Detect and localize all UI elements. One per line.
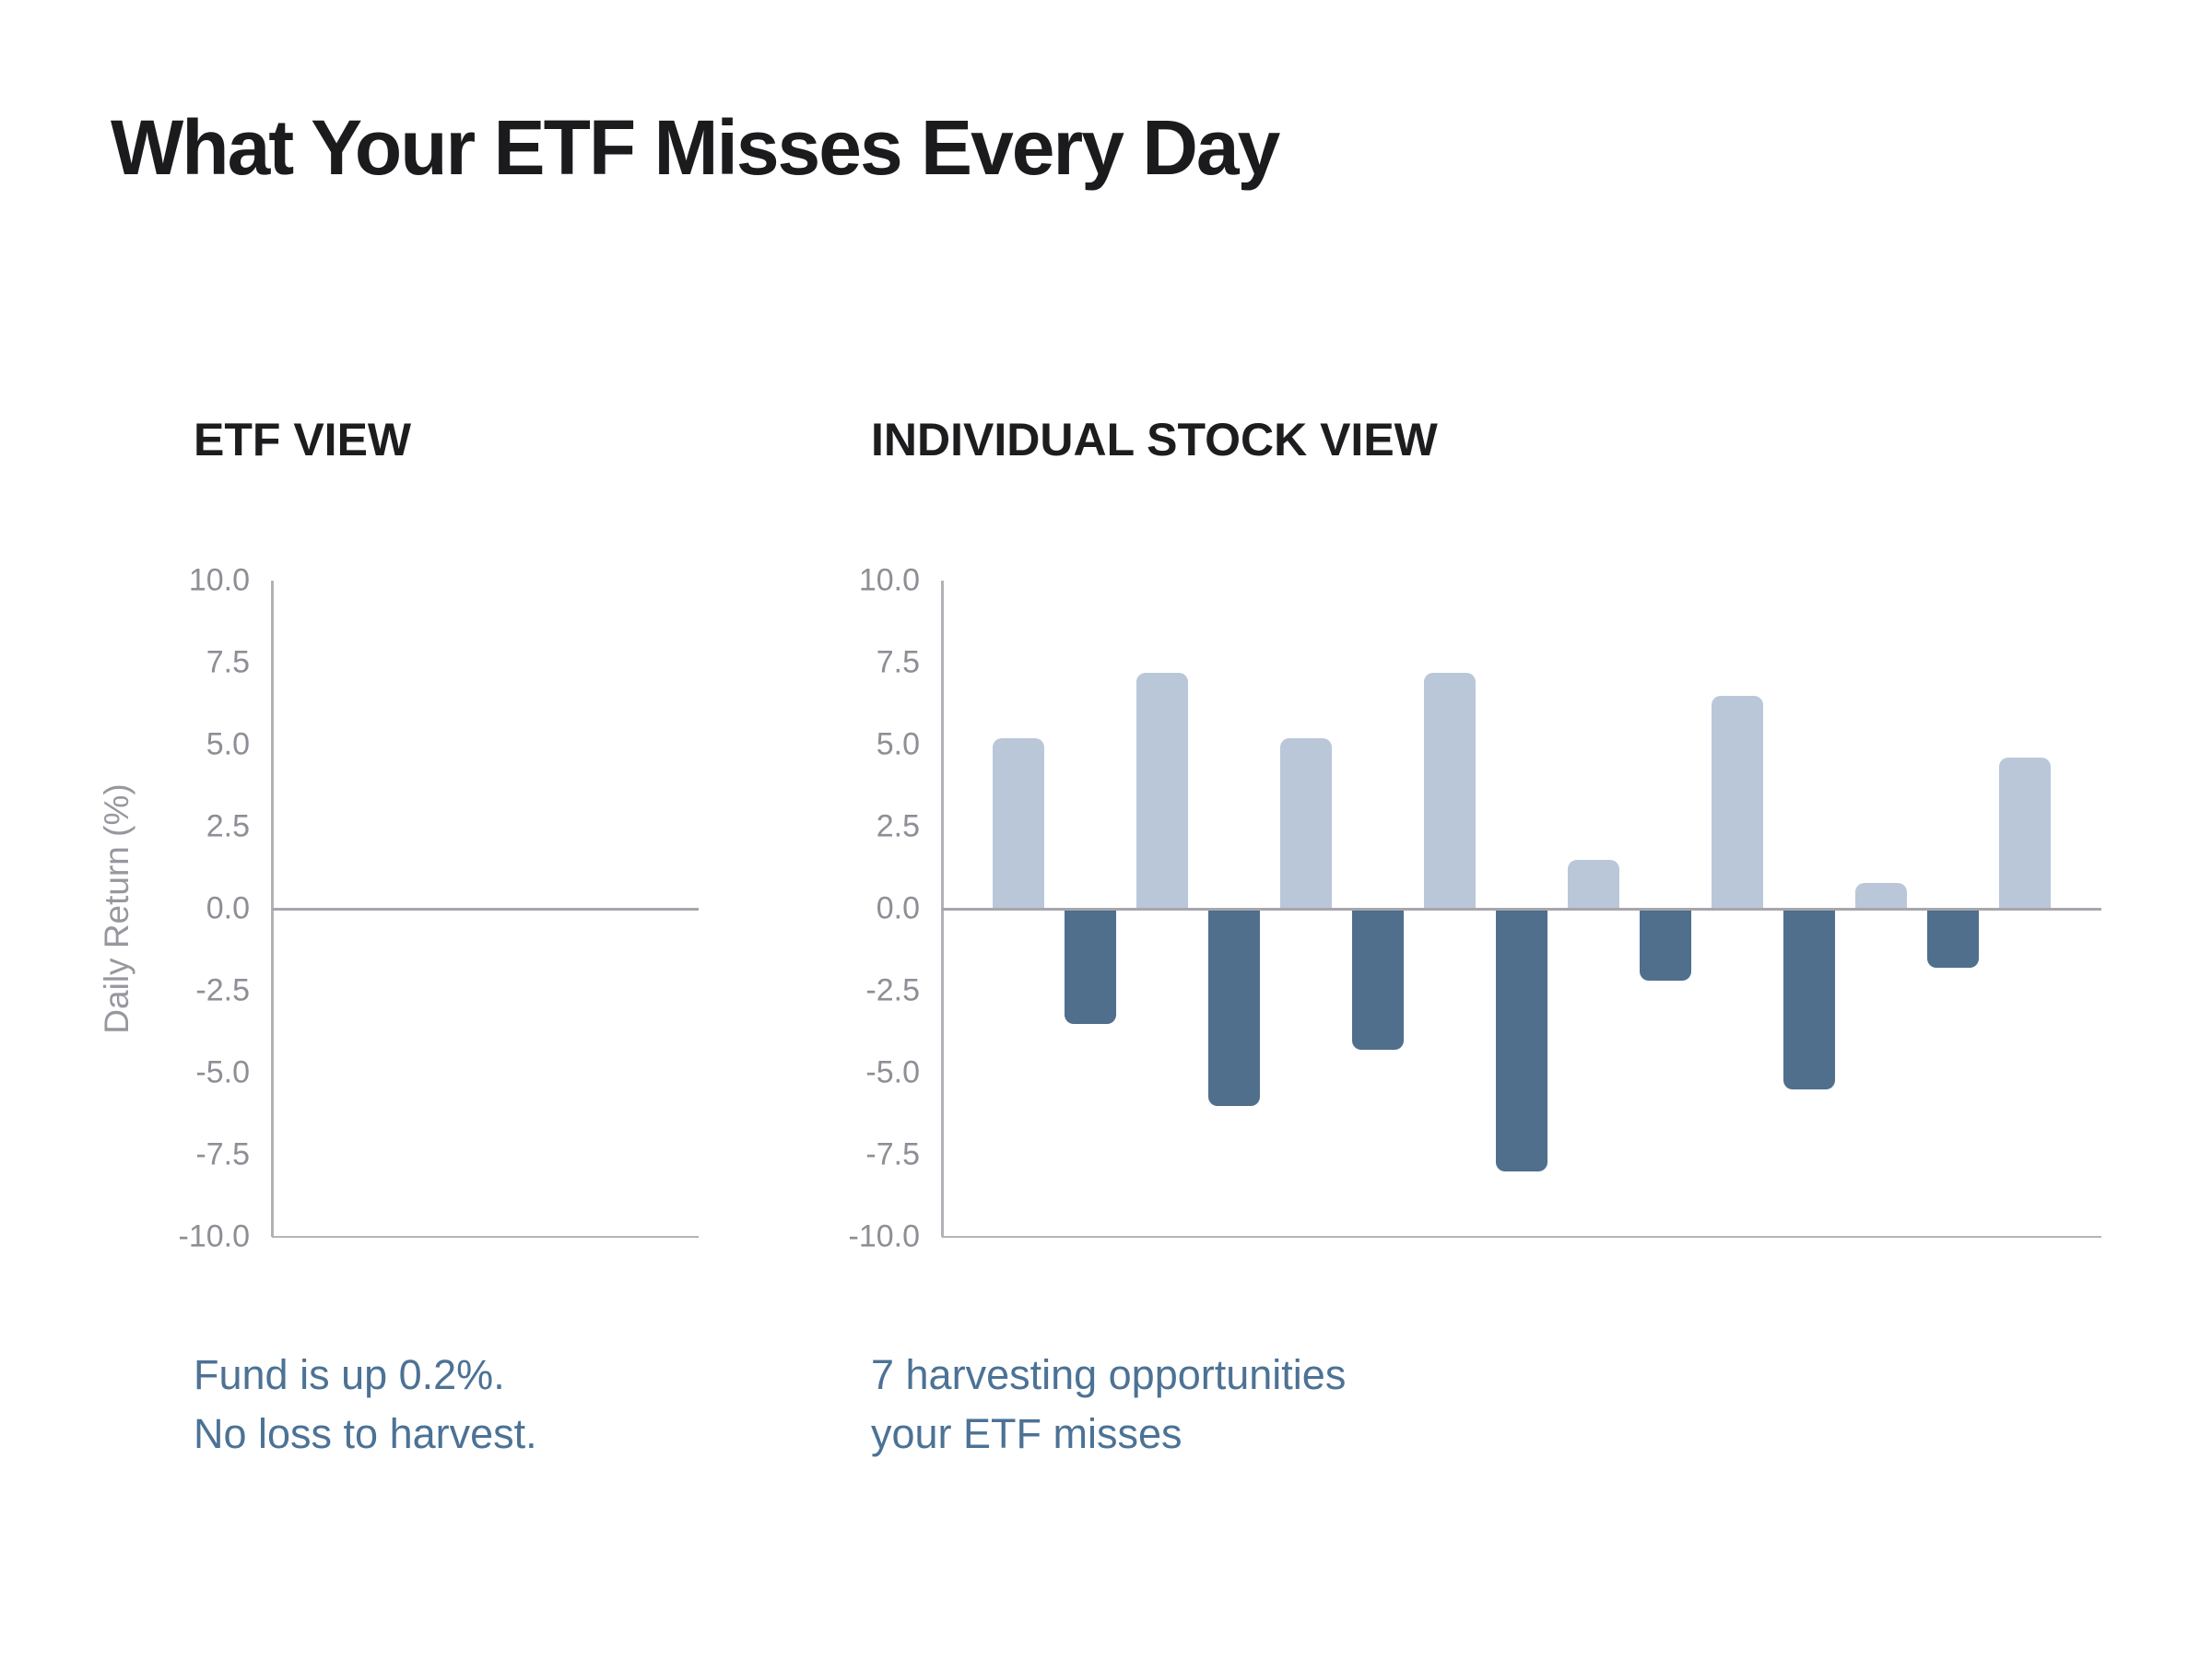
gain-bar: [1136, 672, 1188, 909]
y-tick-label: -10.0: [848, 1218, 921, 1254]
y-tick-label: -7.5: [195, 1136, 250, 1172]
y-tick-label: 10.0: [188, 562, 250, 598]
zero-line: [942, 907, 2101, 911]
y-tick-label: 10.0: [858, 562, 920, 598]
y-tick-label: 0.0: [876, 890, 920, 926]
etf-caption: Fund is up 0.2%. No loss to harvest.: [194, 1346, 537, 1464]
loss-bar: [1496, 909, 1547, 1171]
page-title: What Your ETF Misses Every Day: [111, 104, 1280, 191]
y-tick-label: 2.5: [876, 808, 920, 844]
y-tick-label: -7.5: [865, 1136, 920, 1172]
etf-chart: 10.0 7.5 5.0 2.5 0.0 -2.5 -5.0 -7.5 -10.0 Daily R…: [98, 563, 699, 1254]
etf-view-heading: ETF VIEW: [194, 414, 412, 465]
gain-bar: [1712, 695, 1763, 909]
stock-caption-line1: 7 harvesting opportunities: [871, 1351, 1347, 1398]
y-tick-label: -2.5: [195, 972, 250, 1008]
stock-caption-line2: your ETF misses: [871, 1410, 1182, 1457]
loss-bar: [1065, 909, 1116, 1024]
loss-bar: [1208, 909, 1260, 1106]
x-axis-line: [942, 1236, 2101, 1238]
y-tick-label: -10.0: [178, 1218, 251, 1254]
etf-caption-line2: No loss to harvest.: [194, 1410, 537, 1457]
y-tick-label: 7.5: [206, 644, 250, 680]
y-tick-label: 7.5: [876, 644, 920, 680]
y-tick-label: 2.5: [206, 808, 250, 844]
loss-bar: [1783, 909, 1835, 1089]
x-axis-line: [272, 1236, 699, 1238]
gain-bar: [1424, 672, 1476, 909]
individual-stock-chart: 10.0 7.5 5.0 2.5 0.0 -2.5 -5.0 -7.5 -10.0: [849, 563, 2101, 1254]
y-tick-label: -5.0: [865, 1054, 920, 1090]
zero-line: [272, 907, 699, 911]
etf-caption-line1: Fund is up 0.2%.: [194, 1351, 505, 1398]
loss-bar: [1640, 909, 1691, 982]
y-tick-label: 0.0: [206, 890, 250, 926]
y-axis-title: Daily Return (%): [98, 783, 135, 1034]
gain-bar: [1568, 859, 1619, 909]
loss-bar: [1352, 909, 1404, 1051]
gain-bar: [993, 737, 1044, 909]
y-tick-label: -5.0: [195, 1054, 250, 1090]
individual-stock-view-heading: INDIVIDUAL STOCK VIEW: [871, 414, 1438, 465]
stock-caption: 7 harvesting opportunities your ETF miss…: [871, 1346, 1346, 1464]
gain-bar: [1999, 758, 2051, 909]
loss-bar: [1927, 909, 1979, 969]
gain-bar: [1280, 737, 1332, 909]
y-tick-label: 5.0: [876, 726, 920, 762]
y-tick-label: 5.0: [206, 726, 250, 762]
gain-bar: [1855, 882, 1907, 909]
y-tick-label: -2.5: [865, 972, 920, 1008]
